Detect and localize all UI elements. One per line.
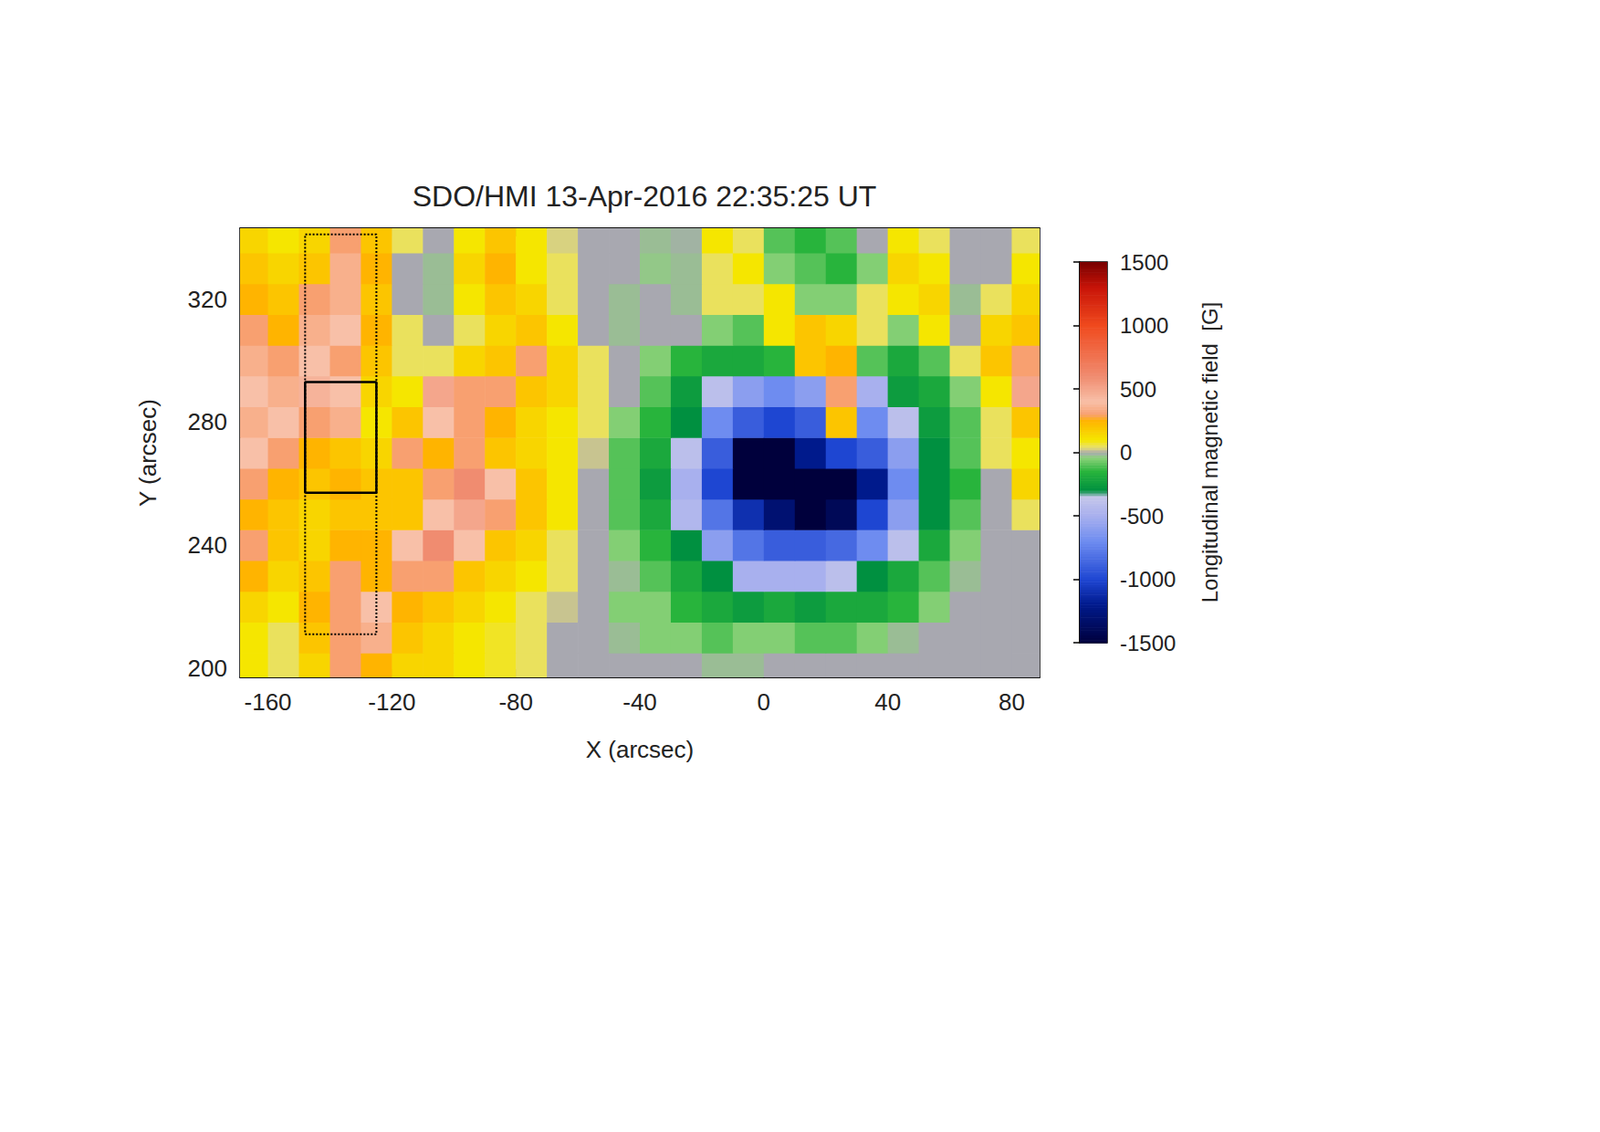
svg-text:1500: 1500 xyxy=(1119,250,1169,275)
svg-text:40: 40 xyxy=(874,688,901,716)
svg-text:-1000: -1000 xyxy=(1119,566,1176,592)
svg-text:500: 500 xyxy=(1119,376,1157,402)
svg-text:240: 240 xyxy=(188,531,228,559)
svg-text:0: 0 xyxy=(1119,439,1132,465)
svg-text:-120: -120 xyxy=(367,688,416,716)
svg-text:-500: -500 xyxy=(1119,503,1164,529)
svg-text:Y (arcsec): Y (arcsec) xyxy=(134,398,162,507)
svg-text:320: 320 xyxy=(188,285,228,314)
svg-text:X (arcsec): X (arcsec) xyxy=(585,735,694,764)
svg-text:200: 200 xyxy=(188,654,228,682)
svg-text:-160: -160 xyxy=(244,688,293,716)
svg-text:-80: -80 xyxy=(498,688,534,716)
svg-text:Longitudinal magnetic field [: Longitudinal magnetic field [G] xyxy=(1197,302,1223,604)
svg-text:80: 80 xyxy=(998,688,1025,716)
svg-text:SDO/HMI 13-Apr-2016 22:35:25 U: SDO/HMI 13-Apr-2016 22:35:25 UT xyxy=(412,179,878,213)
svg-text:-40: -40 xyxy=(622,688,658,716)
svg-text:1000: 1000 xyxy=(1119,313,1169,338)
svg-text:0: 0 xyxy=(757,688,771,716)
svg-text:280: 280 xyxy=(188,407,228,436)
svg-text:-1500: -1500 xyxy=(1119,630,1176,656)
